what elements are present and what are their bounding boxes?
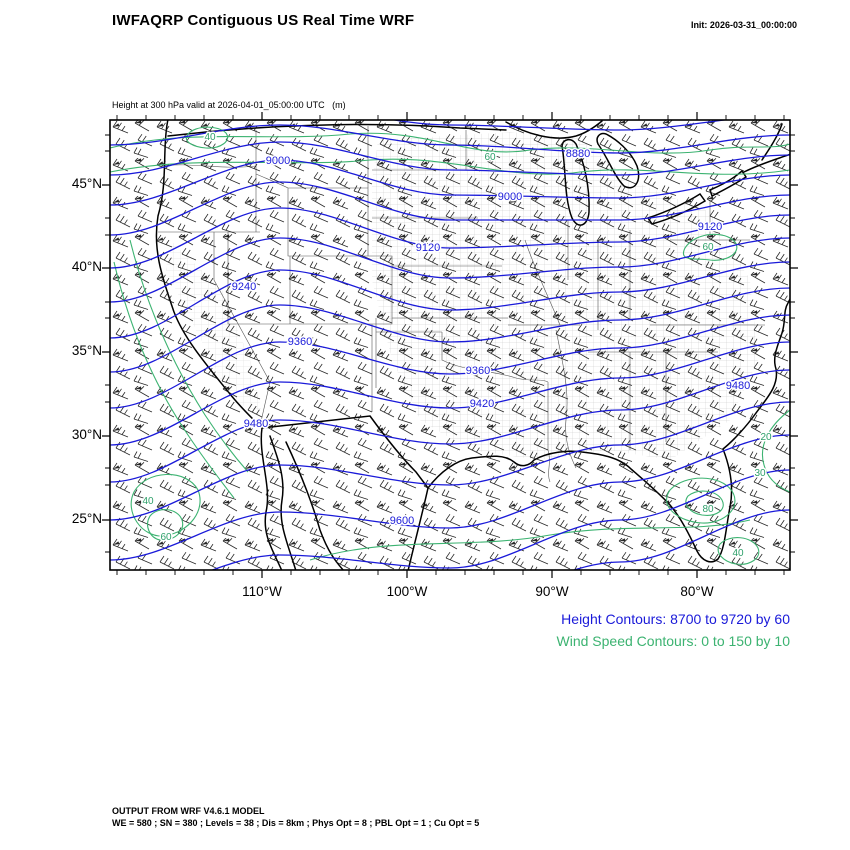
contour-labels: 9000 8880 9000 9120 9120 9240 9360 9360 …	[141, 131, 774, 561]
x-axis-label-110w: 110°W	[242, 584, 282, 599]
init-timestamp: Init: 2026-03-31_00:00:00	[690, 20, 797, 30]
map-border	[109, 119, 791, 571]
plot-title: IWFAQRP Contiguous US Real Time WRF	[112, 12, 415, 29]
y-axis-label-35n: 35°N	[71, 343, 102, 358]
height-contour-label: 8880	[566, 148, 590, 160]
height-contour-label: 9480	[244, 418, 268, 430]
x-axis-label-80w: 80°W	[680, 584, 714, 599]
wind-speed-contours	[110, 126, 790, 565]
wind-contour-label: 40	[142, 496, 154, 507]
wind-contour-label: 60	[702, 242, 714, 253]
height-contour-label: 9480	[726, 380, 750, 392]
wind-contour-label: 40	[204, 132, 216, 143]
y-axis-label-45n: 45°N	[71, 176, 102, 191]
height-contour-label: 9360	[466, 365, 490, 377]
wind-contour-label: 20	[760, 432, 772, 443]
model-info: OUTPUT FROM WRF V4.6.1 MODEL WE = 580 ; …	[112, 806, 479, 829]
model-info-line-2: WE = 580 ; SN = 380 ; Levels = 38 ; Dis …	[112, 817, 480, 828]
subtitle-height: Height at 300 hPa valid at 2026-04-01_05…	[112, 100, 346, 110]
y-axis-label-30n: 30°N	[71, 427, 102, 442]
map-plot: 9000 8880 9000 9120 9120 9240 9360 9360 …	[102, 112, 798, 578]
height-contour-label: 9000	[498, 191, 522, 203]
height-contour-label: 9420	[470, 398, 494, 410]
legend-wind-contours: Wind Speed Contours: 0 to 150 by 10	[556, 633, 790, 649]
height-contours	[110, 120, 790, 570]
model-info-line-1: OUTPUT FROM WRF V4.6.1 MODEL	[112, 806, 265, 816]
height-contour-label: 9000	[266, 155, 290, 167]
height-contour-label: 9240	[232, 281, 256, 293]
wind-contour-label: 80	[702, 504, 714, 515]
wind-contour-label: 40	[732, 548, 744, 559]
x-axis-label-90w: 90°W	[535, 584, 569, 599]
y-axis-label-25n: 25°N	[71, 511, 102, 526]
height-contour-label: 9360	[288, 336, 312, 348]
wrf-map-svg: 9000 8880 9000 9120 9120 9240 9360 9360 …	[102, 112, 798, 578]
height-contour-label: 9120	[416, 242, 440, 254]
wind-contour-label: 30	[754, 468, 766, 479]
height-contour-label: 9120	[698, 221, 722, 233]
x-axis-label-100w: 100°W	[386, 584, 428, 599]
legend-height-contours: Height Contours: 8700 to 9720 by 60	[561, 611, 790, 627]
height-contour-label: 9600	[390, 515, 414, 527]
axis-tick-marks	[102, 112, 798, 578]
map-art: 9000 8880 9000 9120 9120 9240 9360 9360 …	[110, 120, 790, 570]
y-axis-label-40n: 40°N	[71, 259, 102, 274]
wind-contour-label: 60	[160, 532, 172, 543]
wind-contour-label: 60	[484, 152, 496, 163]
